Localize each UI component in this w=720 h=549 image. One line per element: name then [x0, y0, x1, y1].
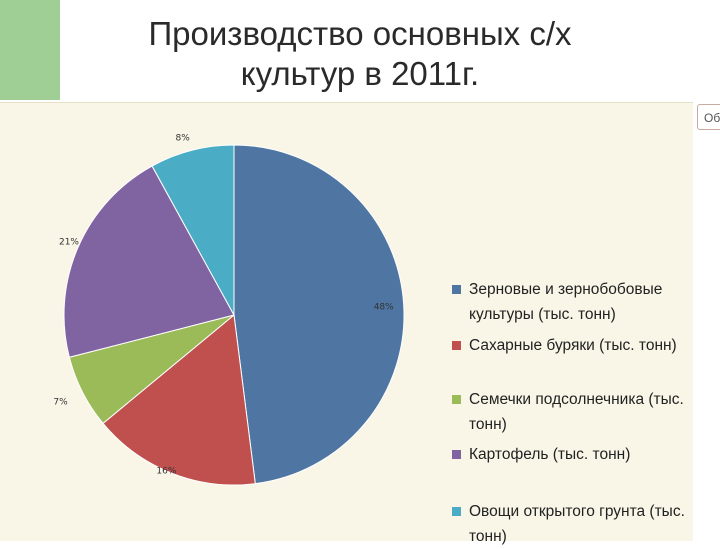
legend-swatch	[452, 341, 461, 350]
slice-data-label: 48%	[374, 303, 394, 313]
slice-data-label: 7%	[53, 397, 68, 407]
legend-item: Сахарные буряки (тыс. тонн)	[452, 333, 720, 358]
title-line-2: культур в 2011г.	[240, 55, 480, 92]
pie-slice	[102, 314, 256, 486]
title-accent-block	[0, 0, 60, 100]
chart-panel: 48% 16% 7% 21% 8% Зерновые и зернобобовые ку…	[0, 102, 693, 545]
legend-label: Семечки подсолнечника (тыс. тонн)	[469, 391, 684, 433]
slice-data-label: 21%	[59, 238, 79, 248]
title-line-1: Производство основных с/х	[148, 15, 572, 52]
legend-label: Зерновые и зернобобовые культуры (тыс. т…	[469, 281, 663, 323]
pie-slice	[63, 165, 235, 358]
page-title: Производство основных с/х культур в 2011…	[70, 14, 650, 94]
side-tab-label: Об.	[704, 111, 720, 125]
pie-slice	[151, 144, 235, 316]
pie-chart: 48% 16% 7% 21% 8%	[53, 134, 405, 486]
legend-item: Картофель (тыс. тонн)	[452, 442, 720, 467]
slice-data-label: 8%	[176, 134, 191, 144]
side-tab[interactable]: Об.	[697, 104, 720, 130]
legend-swatch	[452, 450, 461, 459]
legend-item: Семечки подсолнечника (тыс. тонн)	[452, 387, 720, 437]
slice-data-label: 16%	[156, 467, 176, 477]
legend-label: Овощи открытого грунта (тыс. тонн)	[469, 503, 685, 545]
legend-swatch	[452, 285, 461, 294]
legend-label: Картофель (тыс. тонн)	[469, 446, 631, 463]
legend-item: Овощи открытого грунта (тыс. тонн)	[452, 499, 720, 549]
legend-swatch	[452, 507, 461, 516]
legend-swatch	[452, 395, 461, 404]
legend-label: Сахарные буряки (тыс. тонн)	[469, 337, 677, 354]
pie-slice	[233, 144, 405, 485]
legend-item: Зерновые и зернобобовые культуры (тыс. т…	[452, 277, 720, 327]
